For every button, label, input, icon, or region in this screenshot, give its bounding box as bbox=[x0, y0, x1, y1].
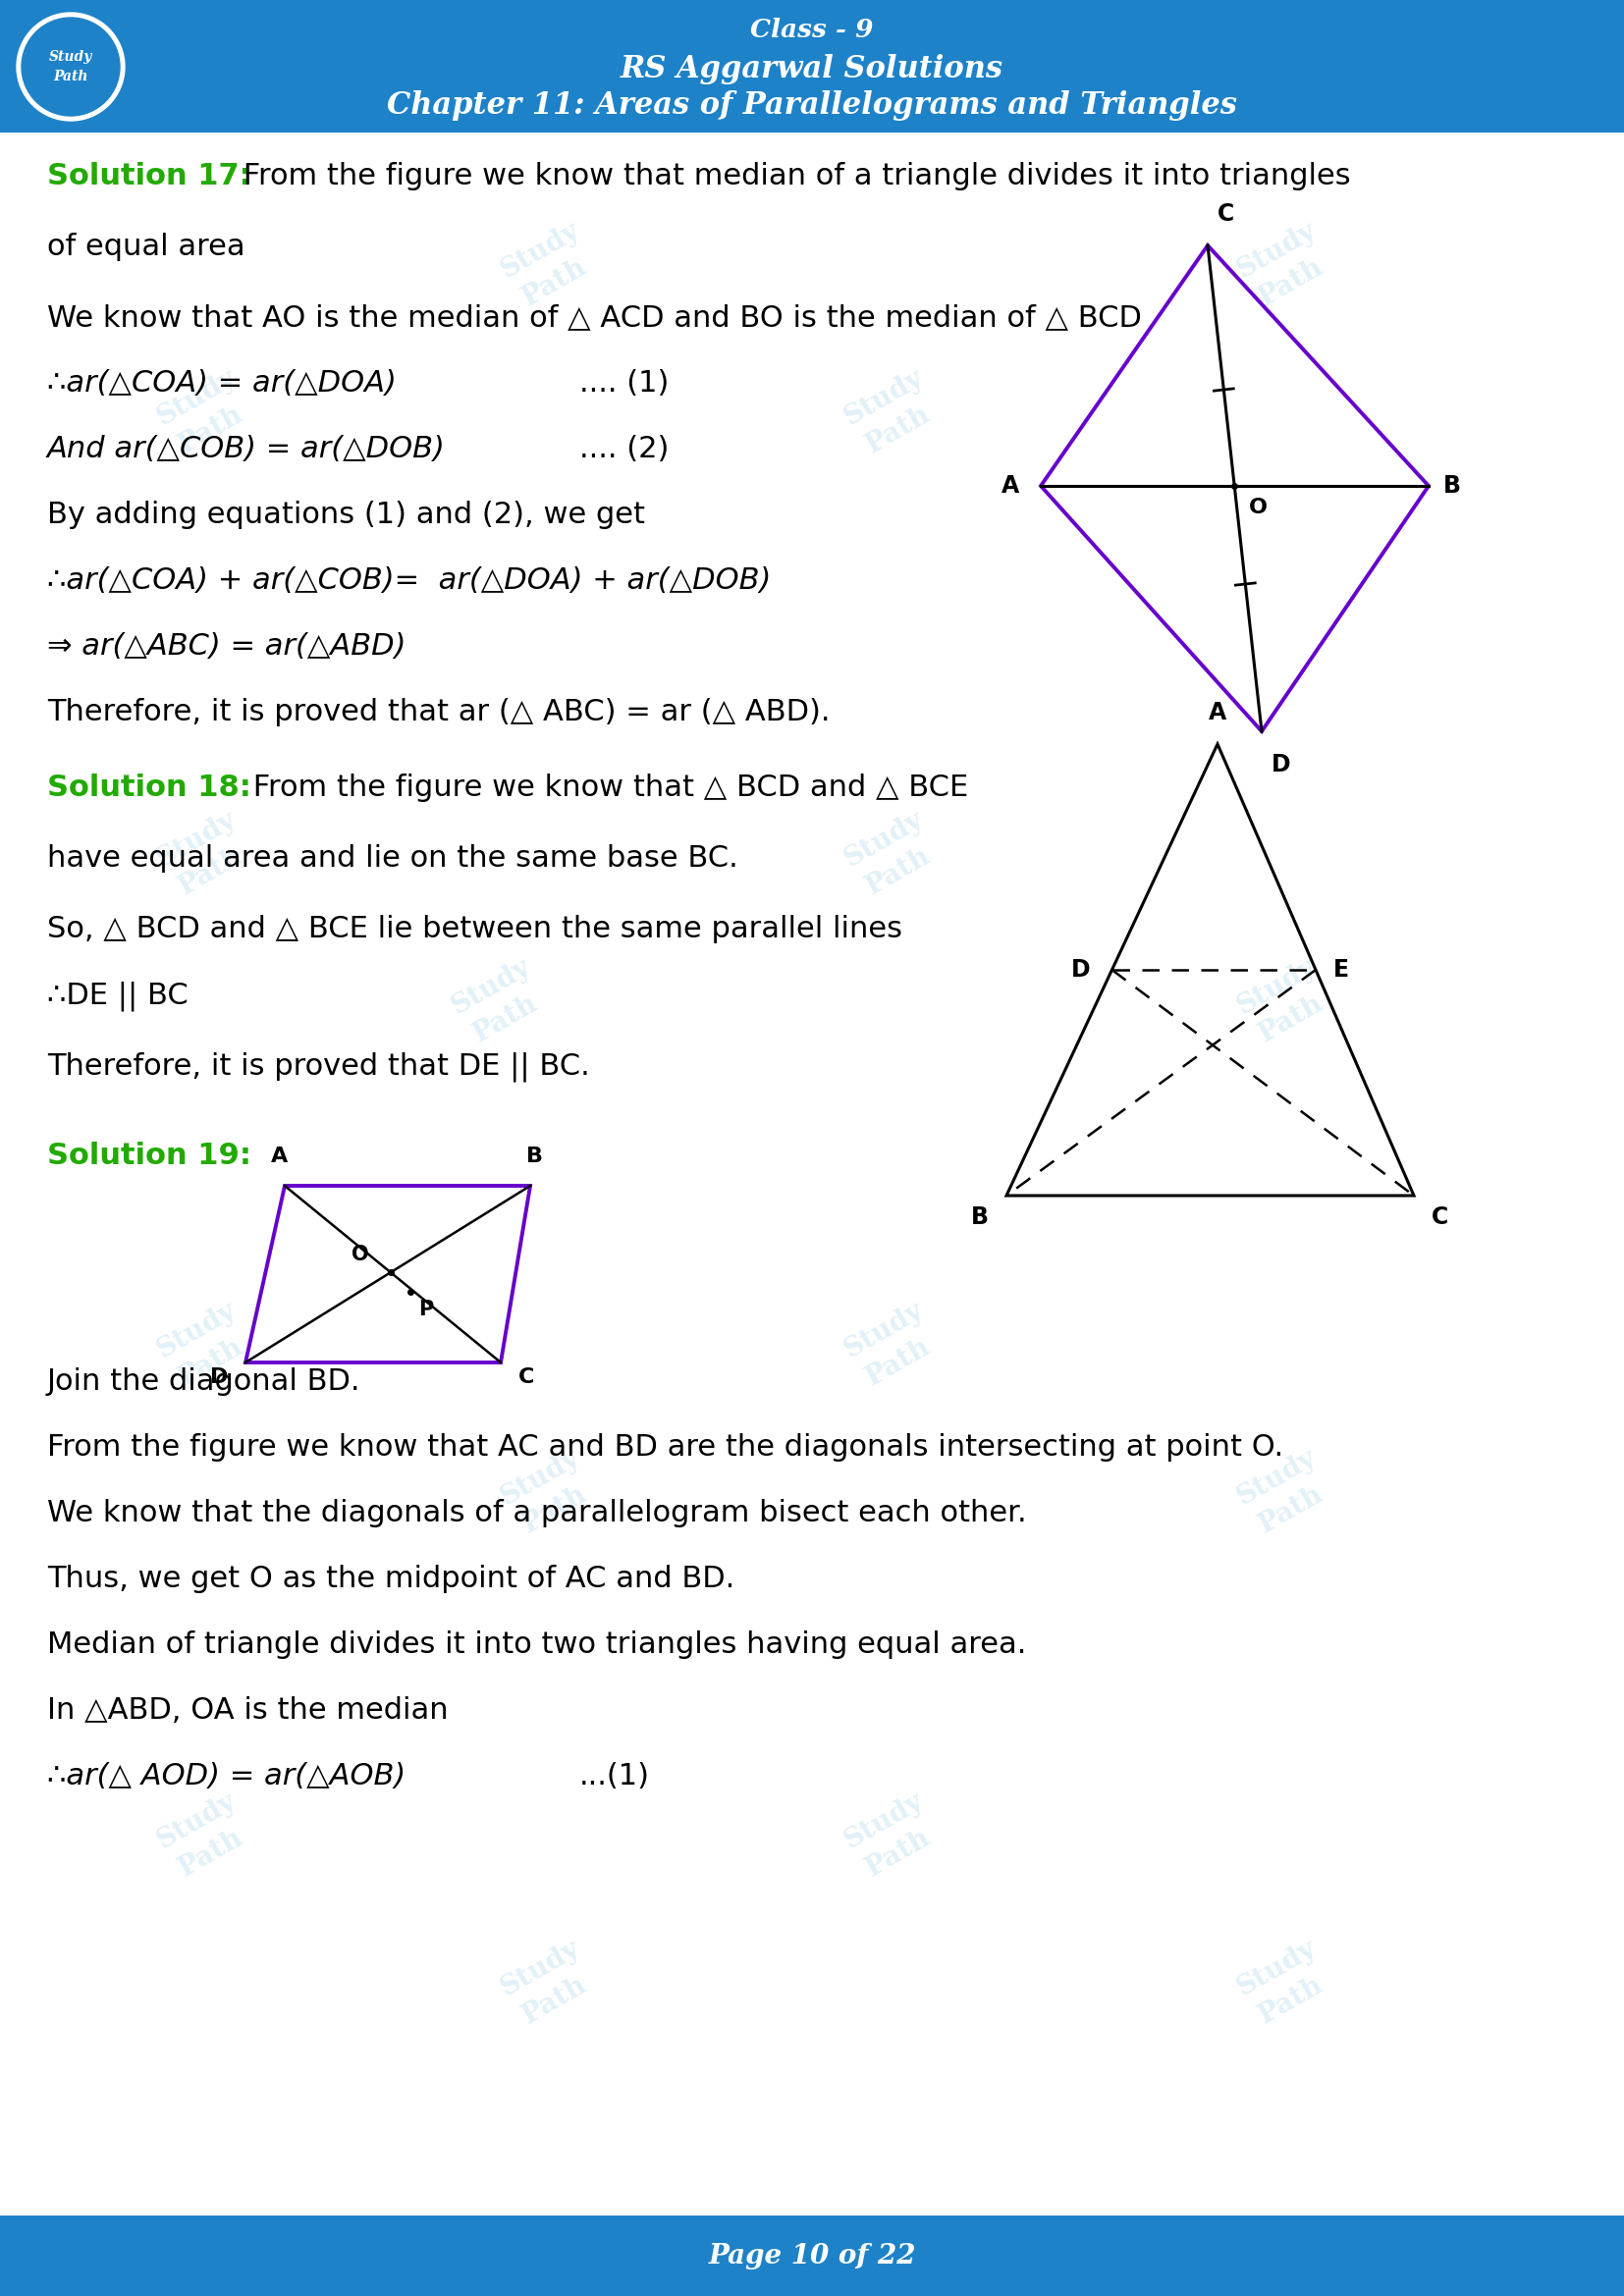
Text: Solution 18:: Solution 18: bbox=[47, 774, 252, 801]
Text: Median of triangle divides it into two triangles having equal area.: Median of triangle divides it into two t… bbox=[47, 1630, 1026, 1660]
Text: Study: Study bbox=[840, 365, 927, 432]
Text: Path: Path bbox=[861, 843, 935, 900]
Text: Path: Path bbox=[174, 1334, 248, 1391]
Text: C: C bbox=[1431, 1205, 1449, 1228]
Text: Study: Study bbox=[153, 1789, 240, 1855]
Text: Study: Study bbox=[153, 365, 240, 432]
Text: C: C bbox=[1218, 202, 1234, 225]
Text: ∴ar(△COA) = ar(△DOA): ∴ar(△COA) = ar(△DOA) bbox=[47, 370, 396, 397]
Text: Path: Path bbox=[54, 69, 88, 83]
Circle shape bbox=[16, 14, 125, 122]
Text: In △ABD, OA is the median: In △ABD, OA is the median bbox=[47, 1697, 448, 1724]
Text: Path: Path bbox=[1254, 1970, 1328, 2030]
Text: By adding equations (1) and (2), we get: By adding equations (1) and (2), we get bbox=[47, 501, 645, 528]
Text: Path: Path bbox=[518, 1970, 591, 2030]
Text: Chapter 11: Areas of Parallelograms and Triangles: Chapter 11: Areas of Parallelograms and … bbox=[387, 90, 1237, 122]
Text: Page 10 of 22: Page 10 of 22 bbox=[708, 2243, 916, 2268]
Text: O: O bbox=[352, 1244, 369, 1265]
Text: So, △ BCD and △ BCE lie between the same parallel lines: So, △ BCD and △ BCE lie between the same… bbox=[47, 914, 903, 944]
Text: D: D bbox=[209, 1368, 227, 1387]
Text: From the figure we know that △ BCD and △ BCE: From the figure we know that △ BCD and △… bbox=[244, 774, 968, 801]
Text: Path: Path bbox=[174, 843, 248, 900]
Text: RS Aggarwal Solutions: RS Aggarwal Solutions bbox=[620, 55, 1004, 85]
FancyBboxPatch shape bbox=[0, 2216, 1624, 2296]
Text: of equal area: of equal area bbox=[47, 232, 245, 262]
Text: B: B bbox=[526, 1146, 544, 1166]
Text: Class - 9: Class - 9 bbox=[750, 18, 874, 41]
Text: From the figure we know that median of a triangle divides it into triangles: From the figure we know that median of a… bbox=[234, 163, 1351, 191]
Text: Path: Path bbox=[861, 1334, 935, 1391]
Text: Study: Study bbox=[495, 218, 585, 285]
Text: C: C bbox=[518, 1368, 534, 1387]
Text: ∴ar(△COA) + ar(△COB)=  ar(△DOA) + ar(△DOB): ∴ar(△COA) + ar(△COB)= ar(△DOA) + ar(△DOB… bbox=[47, 567, 771, 595]
Text: Study: Study bbox=[1233, 218, 1320, 285]
Text: P: P bbox=[417, 1300, 434, 1320]
Text: Path: Path bbox=[518, 253, 591, 312]
Text: B: B bbox=[1444, 473, 1462, 498]
Text: Path: Path bbox=[174, 1823, 248, 1883]
Text: Join the diagonal BD.: Join the diagonal BD. bbox=[47, 1368, 361, 1396]
Text: Path: Path bbox=[861, 400, 935, 459]
Text: D: D bbox=[1272, 753, 1291, 776]
Text: Study: Study bbox=[153, 1297, 240, 1364]
Text: Study: Study bbox=[495, 1936, 585, 2002]
Text: Path: Path bbox=[174, 400, 248, 459]
Text: Path: Path bbox=[1254, 990, 1328, 1047]
Text: ∴ar(△ AOD) = ar(△AOB): ∴ar(△ AOD) = ar(△AOB) bbox=[47, 1761, 406, 1791]
Text: ⇒ ar(△ABC) = ar(△ABD): ⇒ ar(△ABC) = ar(△ABD) bbox=[47, 631, 406, 661]
Text: E: E bbox=[1333, 957, 1350, 983]
FancyBboxPatch shape bbox=[0, 0, 1624, 133]
Text: O: O bbox=[1249, 498, 1268, 517]
Text: And ar(△COB) = ar(△DOB): And ar(△COB) = ar(△DOB) bbox=[47, 434, 445, 464]
Text: A: A bbox=[271, 1146, 289, 1166]
Text: Path: Path bbox=[1254, 1481, 1328, 1538]
Text: Path: Path bbox=[518, 1481, 591, 1538]
Text: Study: Study bbox=[153, 806, 240, 872]
Text: B: B bbox=[971, 1205, 989, 1228]
Text: Therefore, it is proved that DE || BC.: Therefore, it is proved that DE || BC. bbox=[47, 1052, 590, 1081]
Text: Thus, we get O as the midpoint of AC and BD.: Thus, we get O as the midpoint of AC and… bbox=[47, 1564, 734, 1593]
Text: .... (1): .... (1) bbox=[580, 370, 669, 397]
Text: Solution 17:: Solution 17: bbox=[47, 163, 252, 191]
Text: Study: Study bbox=[1233, 1936, 1320, 2002]
Text: Study: Study bbox=[495, 1444, 585, 1511]
Text: A: A bbox=[1002, 473, 1020, 498]
Text: Study: Study bbox=[1233, 1444, 1320, 1511]
Text: Study: Study bbox=[840, 1297, 927, 1364]
Text: We know that AO is the median of △ ACD and BO is the median of △ BCD: We know that AO is the median of △ ACD a… bbox=[47, 303, 1142, 333]
Text: A: A bbox=[1208, 700, 1226, 726]
Text: Path: Path bbox=[861, 1823, 935, 1883]
Text: Path: Path bbox=[1254, 253, 1328, 312]
Text: Study: Study bbox=[447, 953, 536, 1019]
Text: ...(1): ...(1) bbox=[580, 1761, 650, 1791]
Text: From the figure we know that AC and BD are the diagonals intersecting at point O: From the figure we know that AC and BD a… bbox=[47, 1433, 1283, 1463]
Text: Study: Study bbox=[840, 1789, 927, 1855]
Text: We know that the diagonals of a parallelogram bisect each other.: We know that the diagonals of a parallel… bbox=[47, 1499, 1026, 1527]
Text: Solution 19:: Solution 19: bbox=[47, 1141, 252, 1171]
Text: Study: Study bbox=[1233, 953, 1320, 1019]
Text: ∴DE || BC: ∴DE || BC bbox=[47, 980, 188, 1010]
Circle shape bbox=[21, 18, 120, 115]
Text: Path: Path bbox=[469, 990, 542, 1047]
Text: D: D bbox=[1072, 957, 1090, 983]
Text: Study: Study bbox=[840, 806, 927, 872]
Text: have equal area and lie on the same base BC.: have equal area and lie on the same base… bbox=[47, 845, 739, 872]
Text: Therefore, it is proved that ar (△ ABC) = ar (△ ABD).: Therefore, it is proved that ar (△ ABC) … bbox=[47, 698, 830, 726]
Text: Study: Study bbox=[49, 51, 93, 64]
Text: .... (2): .... (2) bbox=[580, 434, 669, 464]
